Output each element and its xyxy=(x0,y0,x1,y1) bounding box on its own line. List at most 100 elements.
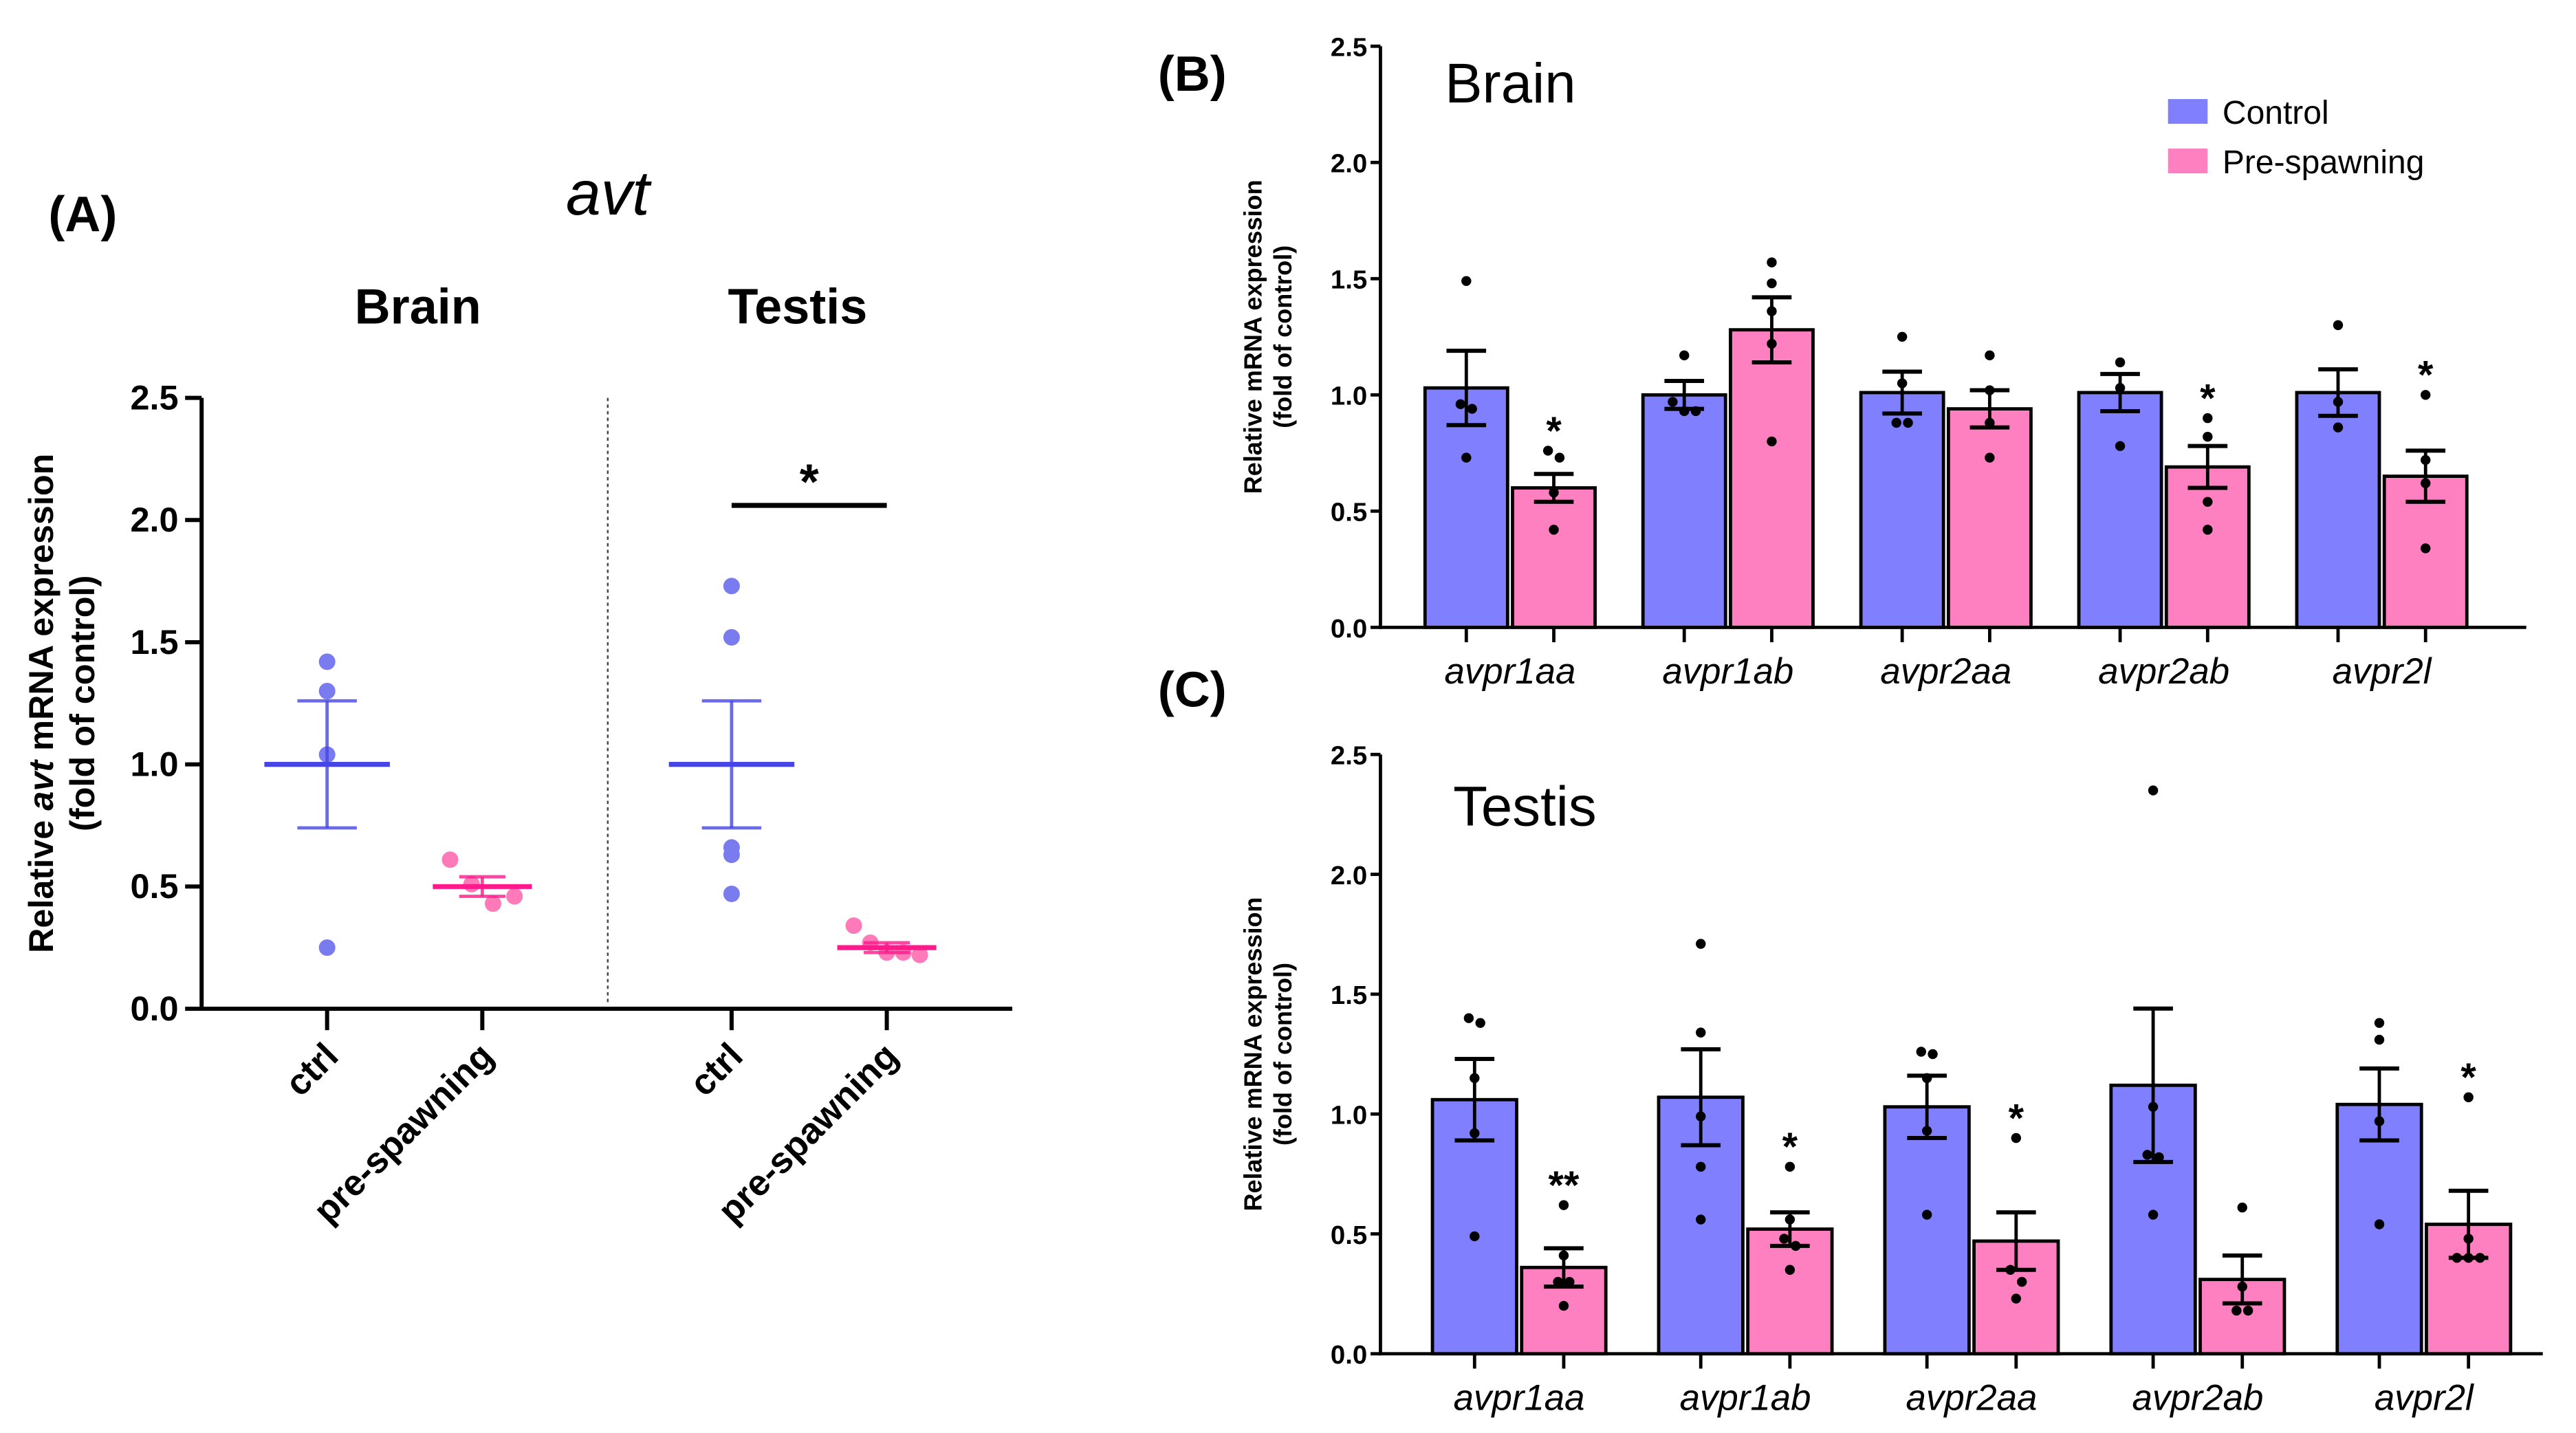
y-tick-label: 0.5 xyxy=(131,866,179,906)
data-point xyxy=(2011,1133,2022,1144)
data-point xyxy=(1916,1047,1926,1057)
y-axis-label-part: mRNA expression xyxy=(21,454,61,761)
significance-star: * xyxy=(1782,1125,1798,1169)
bar-prespawning-avpr1ab xyxy=(1729,328,1815,629)
data-point xyxy=(1696,939,1706,949)
y-tick-label: 0.5 xyxy=(1331,1221,1367,1250)
bar-control-avpr2ab xyxy=(2077,391,2163,629)
x-tick-label-avpr2aa: avpr2aa xyxy=(1880,651,2011,692)
legend-swatch-prespawning xyxy=(2168,149,2208,174)
data-point xyxy=(441,851,459,868)
data-point xyxy=(1549,525,1559,535)
bar-control-avpr1ab xyxy=(1641,393,1727,629)
x-tick-label-avpr2aa: avpr2aa xyxy=(1906,1377,2038,1418)
y-axis-label-part: avt xyxy=(21,759,61,811)
y-tick-label: 0.0 xyxy=(131,989,179,1028)
data-point xyxy=(2148,1210,2159,1220)
legend: Control Pre-spawning xyxy=(2168,95,2424,181)
x-tick-label: ctrl xyxy=(278,1036,347,1104)
data-point xyxy=(2421,543,2431,554)
x-tick-label-avpr2ab: avpr2ab xyxy=(2098,651,2229,692)
bar-prespawning-avpr2ab xyxy=(2164,465,2251,629)
y-tick-label: 2.0 xyxy=(131,500,179,539)
data-point xyxy=(1985,350,1995,361)
x-tick-label-avpr1ab: avpr1ab xyxy=(1680,1377,1811,1418)
data-point xyxy=(1897,331,1908,342)
data-point xyxy=(318,653,336,670)
y-axis-label: Relative avt mRNA expression xyxy=(21,454,61,954)
data-point xyxy=(1696,1214,1706,1225)
bar-control-avpr2aa xyxy=(1859,391,1945,629)
data-point xyxy=(1553,1276,1563,1287)
data-point xyxy=(2333,320,2344,331)
data-point xyxy=(1767,278,1777,289)
x-tick-label-avpr1aa: avpr1aa xyxy=(1444,651,1575,692)
data-point xyxy=(1696,1027,1706,1038)
panel-b-label: (B) xyxy=(1158,47,1227,102)
data-point xyxy=(318,683,336,700)
data-point xyxy=(1455,399,1466,410)
x-tick-label-avpr2ab: avpr2ab xyxy=(2132,1377,2263,1418)
panel-c-title: Testis xyxy=(1453,775,1597,838)
data-point xyxy=(1921,1210,1932,1220)
data-point xyxy=(1696,1161,1706,1172)
data-point xyxy=(1784,1265,1795,1275)
bar-prespawning-avpr1aa xyxy=(1511,486,1597,629)
data-point xyxy=(1767,257,1777,267)
y-tick-label: 1.0 xyxy=(131,744,179,783)
panel-b-brain: (B) Brain Control Pre-spawning 0.0 0.5 1.0… xyxy=(1158,33,2526,692)
panel-c-label: (C) xyxy=(1158,663,1227,718)
data-point xyxy=(2203,413,2213,424)
x-tick-label-avpr1aa: avpr1aa xyxy=(1454,1377,1585,1418)
legend-label-control: Control xyxy=(2223,95,2329,131)
y-tick-label: 2.5 xyxy=(1331,741,1367,771)
data-point xyxy=(723,885,740,902)
data-point xyxy=(2154,1152,2164,1163)
x-tick-label-avpr1ab: avpr1ab xyxy=(1662,651,1793,692)
data-point xyxy=(1784,1161,1795,1172)
data-point xyxy=(1891,417,1901,428)
bar-control-avpr2aa xyxy=(1883,1105,1971,1356)
x-tick-label: ctrl xyxy=(682,1036,751,1104)
data-point xyxy=(318,939,336,956)
data-point xyxy=(1558,1200,1569,1210)
y-axis-label-part: Relative xyxy=(21,811,61,953)
significance-star: ** xyxy=(1549,1163,1580,1207)
data-point xyxy=(2142,1150,2152,1160)
data-point xyxy=(1903,417,1913,428)
y-tick-label: 1.0 xyxy=(1331,1101,1367,1130)
y-tick-label: 2.5 xyxy=(1331,33,1367,63)
panel-a-avt: (A) avt 0.0 0.5 1.0 1.5 2.0 2.5 Relative avt m… xyxy=(21,158,1013,1231)
y-tick-label: 1.5 xyxy=(1331,981,1367,1010)
data-point xyxy=(1461,276,1472,286)
significance-star: * xyxy=(1546,409,1562,453)
y-tick-label: 2.5 xyxy=(131,378,179,417)
data-point xyxy=(723,628,740,646)
significance-star: * xyxy=(2460,1055,2476,1100)
panel-a-label: (A) xyxy=(48,187,117,242)
panel-c-testis: (C) Testis 0.0 0.5 1.0 1.5 2.0 2.5 Relative mR… xyxy=(1158,663,2543,1418)
data-point xyxy=(2203,525,2213,535)
data-point xyxy=(2203,431,2213,442)
data-point xyxy=(2231,1305,2242,1316)
data-point xyxy=(1463,1013,1474,1023)
bar-control-avpr1ab xyxy=(1657,1095,1745,1356)
data-point xyxy=(2017,1276,2027,1287)
y-axis-label-line2: (fold of control) xyxy=(1269,963,1297,1146)
panel-b-title: Brain xyxy=(1445,52,1576,115)
group-label-testis: Testis xyxy=(728,280,868,335)
data-point xyxy=(2374,1018,2385,1028)
legend-swatch-control xyxy=(2168,99,2208,124)
data-point xyxy=(2374,1219,2385,1229)
data-point xyxy=(2115,441,2126,451)
y-tick-label: 2.0 xyxy=(1331,861,1367,890)
y-axis-label-line2: (fold of control) xyxy=(63,576,102,831)
x-tick-label-avpr2l: avpr2l xyxy=(2375,1377,2474,1418)
data-point xyxy=(1564,1276,1575,1287)
data-point xyxy=(1470,1231,1480,1242)
data-point xyxy=(2463,1092,2474,1102)
data-point xyxy=(1475,1018,1485,1028)
y-axis-label-line2: (fold of control) xyxy=(1269,245,1297,428)
data-point xyxy=(1928,1049,1938,1060)
